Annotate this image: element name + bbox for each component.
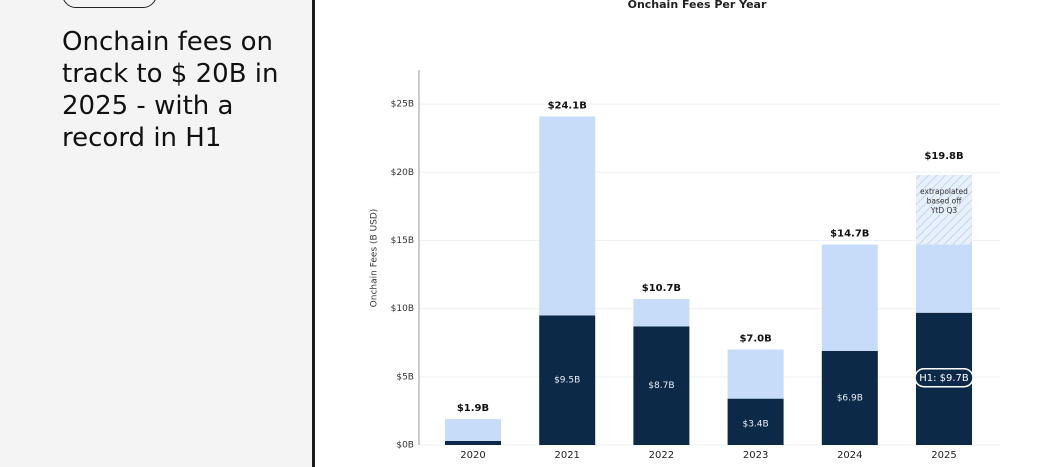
x-tick-label: 2021 [554, 450, 579, 461]
side-panel: Onchain fees on track to $ 20B in 2025 -… [0, 0, 315, 467]
value-label: $9.5B [554, 376, 580, 386]
x-tick-label: 2024 [837, 450, 862, 461]
bar-segment [727, 349, 784, 399]
x-tick-label: 2023 [743, 450, 768, 461]
y-axis-label: Onchain Fees (B USD) [370, 209, 380, 308]
bar-segment [916, 175, 972, 245]
bar-segment [445, 419, 501, 441]
value-label: $8.7B [648, 381, 674, 391]
bar-segment [821, 244, 878, 351]
total-label: $24.1B [548, 100, 587, 111]
label-pill [914, 367, 974, 388]
x-tick-label: 2020 [460, 450, 485, 461]
heading: Onchain fees on track to $ 20B in 2025 -… [62, 27, 279, 153]
bar-segment [916, 244, 972, 313]
total-label: $14.7B [830, 229, 869, 240]
total-label: $7.0B [739, 334, 771, 345]
bar-segment [727, 398, 784, 445]
y-tick-label: $20B [391, 168, 414, 178]
y-tick-label: $5B [396, 372, 414, 382]
y-tick-label: $25B [391, 100, 414, 110]
value-label: H1: $9.7B [919, 373, 969, 384]
bar-segment [633, 299, 690, 327]
y-tick-label: $10B [391, 304, 414, 314]
bar-segment [445, 440, 501, 445]
total-label: $10.7B [642, 283, 681, 294]
annotation: extrapolated based off YtD Q3 [920, 187, 968, 215]
chart-title: Onchain Fees Per Year [628, 0, 767, 11]
y-tick-label: $15B [391, 236, 414, 246]
bar-segment [539, 116, 596, 316]
bar-segment [633, 326, 690, 445]
value-label: $6.9B [837, 393, 863, 403]
total-label: $1.9B [457, 403, 489, 414]
x-tick-label: 2022 [649, 450, 674, 461]
value-label: $3.4B [742, 419, 768, 429]
bar-segment [539, 315, 596, 445]
x-tick-label: 2025 [931, 450, 956, 461]
bar-segment [821, 350, 878, 445]
total-label: $19.8B [924, 151, 963, 162]
y-tick-label: $0B [396, 441, 414, 451]
